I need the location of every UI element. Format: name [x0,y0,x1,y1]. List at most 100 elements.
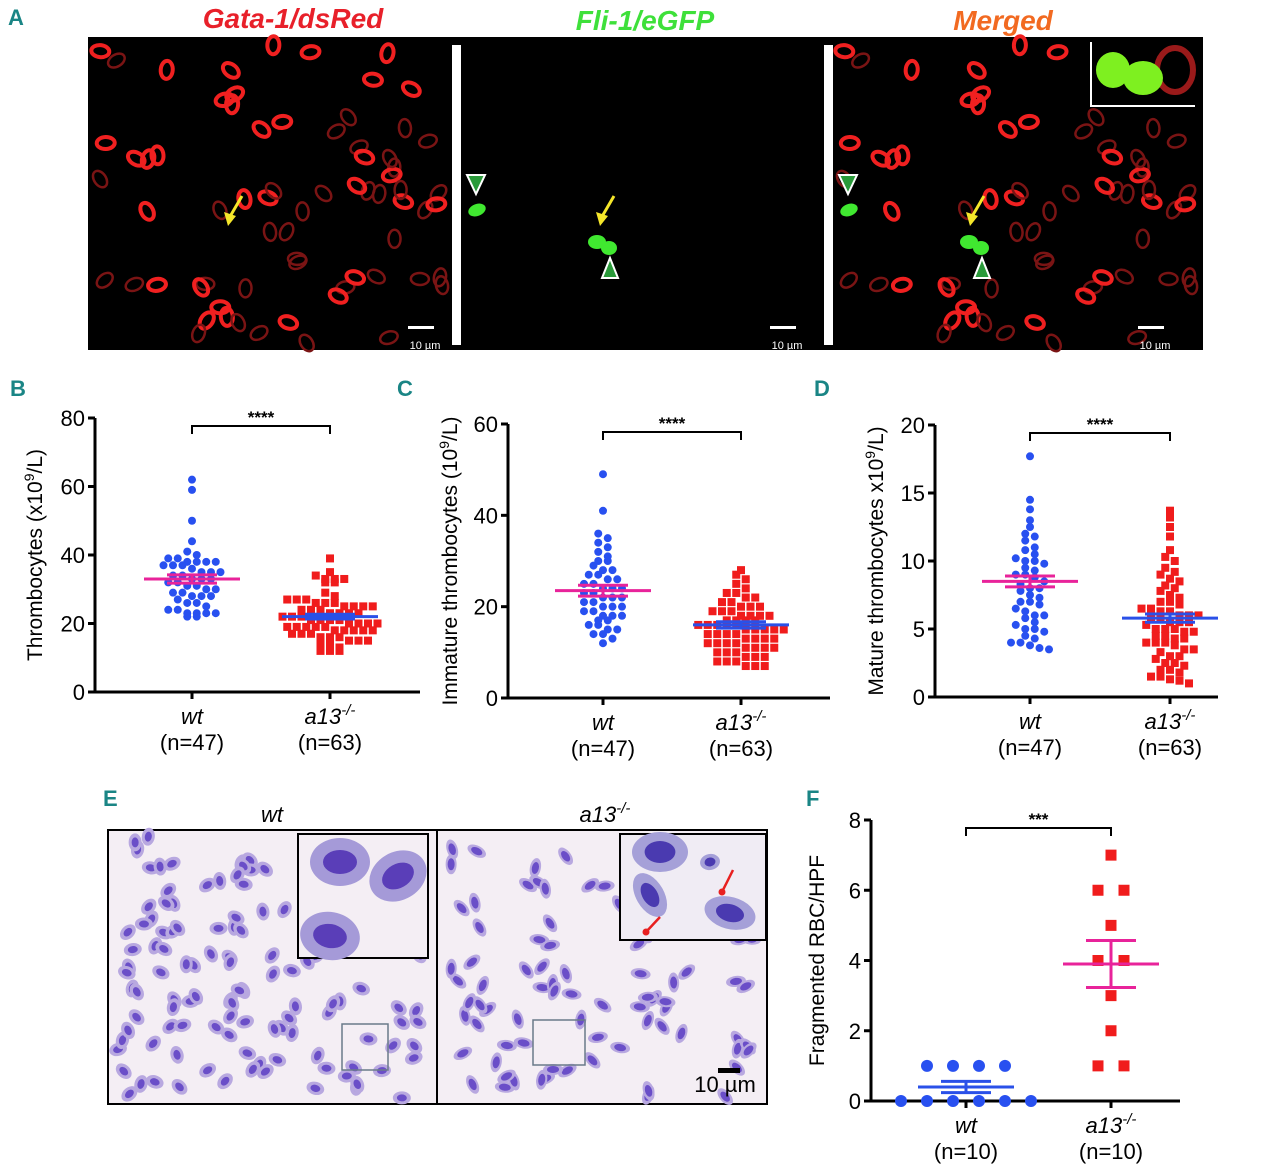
erythrocyte [188,988,204,1005]
data-point-mutant [292,622,301,631]
erythrocyte [637,991,658,1003]
nucleus [740,982,752,991]
erythrocyte [265,965,281,983]
data-point-mutant [292,595,301,604]
data-point-mutant [770,643,779,652]
data-point-wt [603,534,612,543]
data-point-mutant [751,662,760,671]
data-point-mutant [1092,955,1104,966]
red-blood-cell [344,269,367,286]
erythrocyte [445,958,457,979]
red-blood-cell [149,144,166,167]
data-point-mutant [1147,672,1155,681]
inset-border [1090,42,1195,107]
significance-stars: **** [1087,415,1114,434]
nucleus [644,1085,653,1097]
category-name: wt [1019,709,1042,734]
nucleus [478,979,487,992]
data-point-mutant [345,636,353,645]
nucleus [224,1030,234,1039]
data-point-mutant [732,579,741,588]
data-point-mutant [1156,607,1165,616]
red-blood-cell [366,268,386,285]
nucleus [240,1018,251,1026]
data-point-mutant [1166,574,1174,583]
erythrocyte [675,1023,688,1044]
significance-stars: **** [659,414,686,433]
red-blood-cell [1135,228,1151,250]
nucleus [341,1072,352,1080]
red-blood-cell [381,148,398,169]
data-point-mutant [1105,990,1117,1002]
erythrocyte [632,873,668,917]
red-blood-cell [1166,133,1187,149]
data-point-wt [207,592,215,601]
erythrocyte [155,941,173,957]
category-name: a13 [716,710,753,735]
nucleus [132,987,141,997]
data-point-mutant [1151,631,1160,640]
red-blood-cell [1108,180,1124,201]
y-tick-label: 4 [849,949,861,974]
erythrocyte [654,1017,670,1035]
nucleus [138,920,149,928]
red-blood-cell [262,221,278,243]
data-point-mutant [326,646,334,655]
data-point-mutant [1151,638,1160,647]
erythrocyte [118,965,136,980]
data-point-wt [173,554,182,563]
y-tick-label: 6 [849,878,861,903]
red-blood-cell [94,135,117,152]
erythrocyte [385,1037,401,1054]
erythrocyte [561,988,582,1000]
data-point-wt [1021,625,1030,633]
erythrocyte [145,1035,161,1052]
data-point-mutant [1161,631,1170,640]
data-point-mutant [713,657,722,666]
data-point-mutant [359,626,368,635]
erythrocyte [642,1081,655,1101]
data-point-wt [589,607,598,616]
nucleus [633,1003,646,1011]
nucleus [163,886,173,895]
nucleus [234,986,245,995]
y-tick-label: 60 [61,475,85,500]
erythrocyte [128,833,142,852]
nucleus [131,837,139,848]
y-tick-label: 2 [849,1019,861,1044]
erythrocyte [453,899,470,917]
data-point-wt [594,570,603,579]
erythrocyte [288,997,302,1016]
n-label: (n=63) [1138,735,1202,760]
red-blood-cell [95,271,114,289]
data-point-wt [589,598,598,607]
n-label: (n=10) [1079,1139,1143,1164]
data-point-mutant [330,626,339,635]
nucleus [242,1049,253,1057]
erythrocyte [245,1061,261,1078]
nucleus [550,985,559,997]
data-point-wt [1035,593,1044,602]
red-blood-cell [1094,176,1115,195]
data-point-mutant [326,633,334,642]
y-label-text: Thrombocytes (x10 [24,481,47,661]
erythrocyte [466,1075,480,1094]
red-blood-cell [298,333,315,353]
title-fli1: Fli-1/eGFP [576,5,715,36]
data-point-wt [202,585,211,594]
significance-stars: *** [1029,810,1049,829]
data-point-wt [1025,1095,1037,1107]
data-point-wt [211,609,220,618]
red-blood-cell [146,276,168,293]
nucleus [363,1035,374,1043]
red-blood-cell [976,312,993,333]
category-label: a13-/- [716,708,767,735]
data-point-mutant [751,643,760,652]
nucleus [394,1003,404,1013]
zoom-region [532,1019,586,1066]
nucleus [584,880,596,890]
red-blood-cell [1114,268,1135,285]
red-blood-cell [360,180,376,201]
data-point-mutant [760,662,769,671]
